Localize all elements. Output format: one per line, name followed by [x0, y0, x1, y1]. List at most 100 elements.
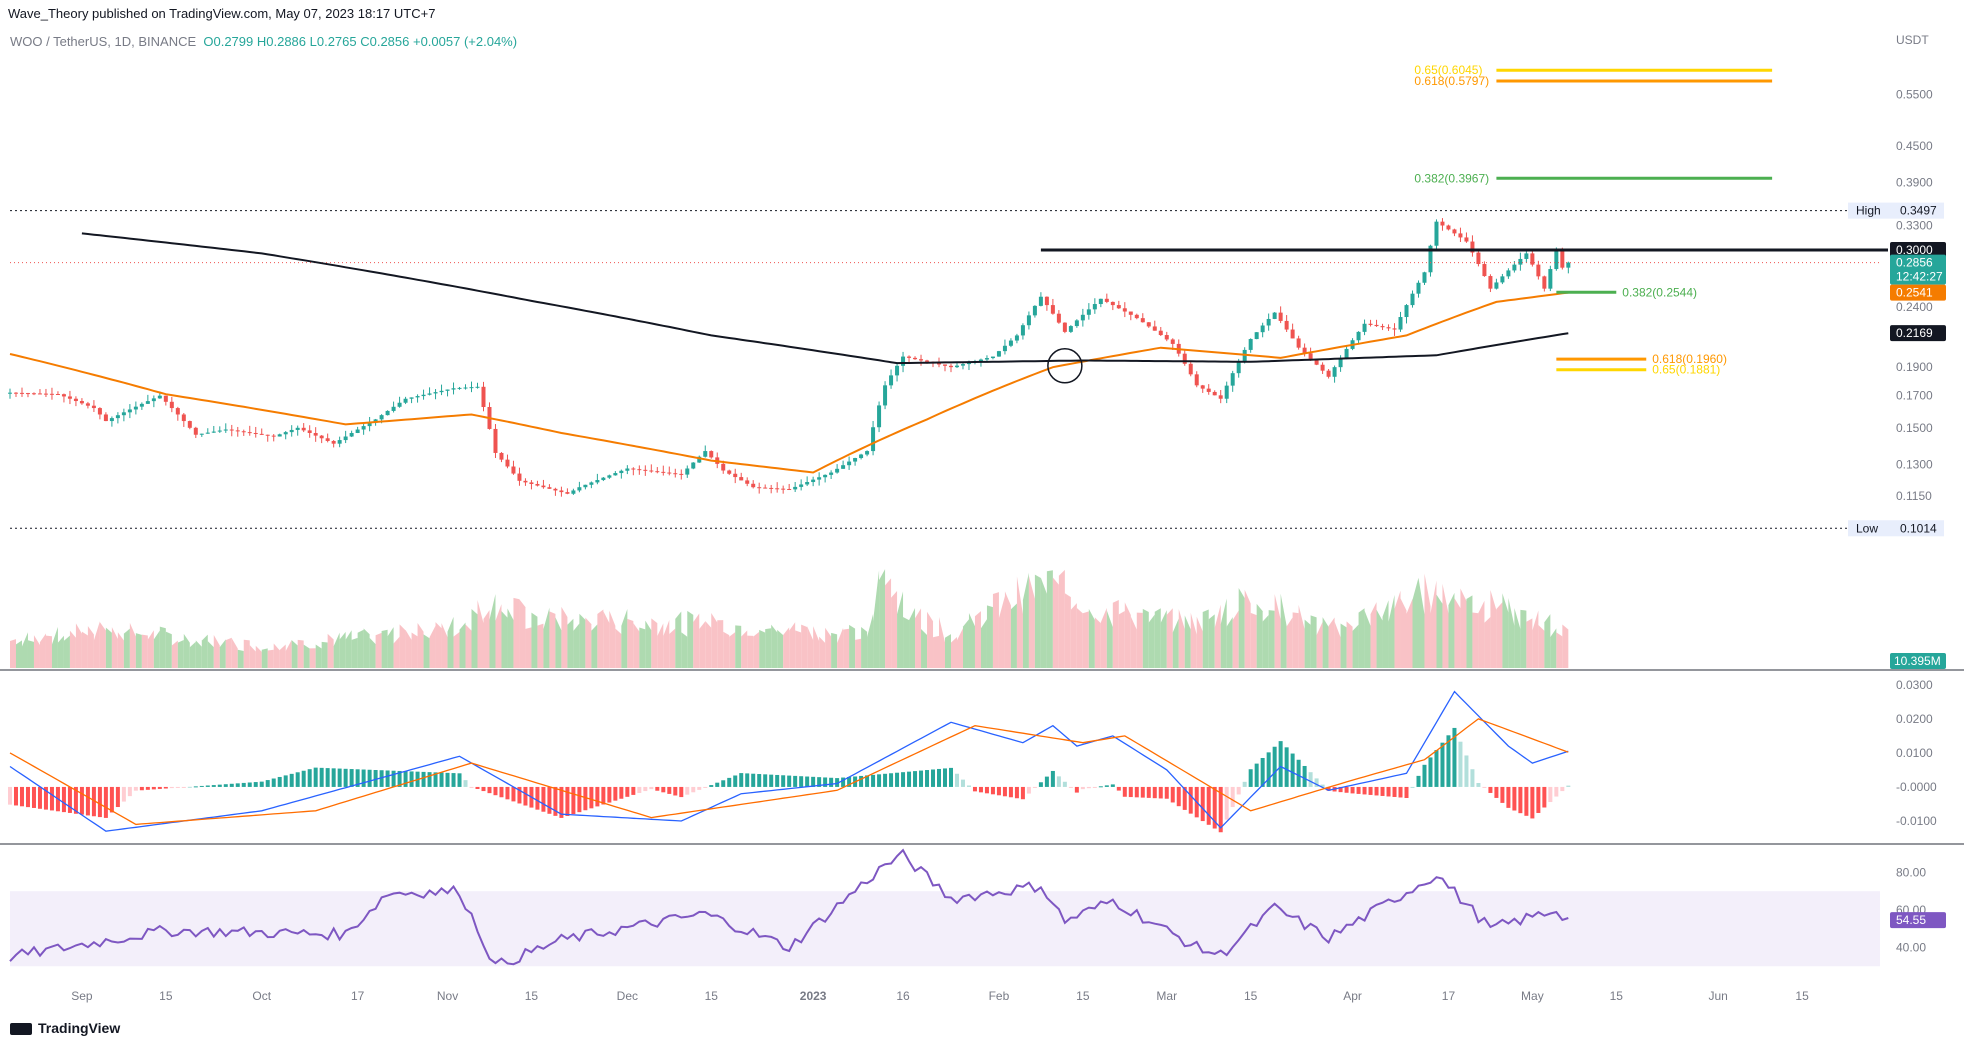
- candle-body: [601, 477, 606, 481]
- volume-area: [501, 611, 508, 668]
- candle-body: [1098, 298, 1103, 305]
- candle-body: [247, 432, 252, 434]
- macd-histogram-bar: [1320, 784, 1325, 787]
- candle-body: [1314, 358, 1319, 365]
- volume-area: [285, 639, 292, 668]
- macd-histogram-bar: [948, 767, 953, 787]
- volume-area: [855, 638, 862, 668]
- macd-histogram-bar: [943, 768, 947, 787]
- macd-histogram-bar: [325, 768, 330, 787]
- macd-histogram-bar: [8, 786, 12, 805]
- macd-histogram-bar: [960, 779, 965, 787]
- macd-histogram-bar: [763, 774, 768, 787]
- volume-area: [789, 622, 796, 668]
- macd-histogram-bar: [451, 773, 456, 787]
- candle-body: [1062, 322, 1067, 332]
- macd-histogram-bar: [43, 786, 48, 810]
- price-axis-tick: 0.1150: [1896, 489, 1932, 503]
- macd-histogram-bar: [1338, 786, 1343, 793]
- macd-histogram-bar: [421, 771, 426, 787]
- macd-histogram-bar: [13, 786, 18, 806]
- volume-area: [57, 635, 64, 668]
- volume-area: [1502, 593, 1509, 668]
- volume-area: [1154, 608, 1161, 668]
- time-axis-tick: 15: [1795, 989, 1809, 1003]
- macd-histogram-bar: [883, 773, 888, 787]
- volume-area: [597, 609, 604, 668]
- volume-area: [321, 641, 328, 668]
- volume-area: [615, 628, 622, 668]
- candle-body: [259, 433, 264, 435]
- volume-area: [159, 626, 166, 668]
- candle-body: [43, 393, 48, 395]
- volume-area: [1538, 625, 1545, 668]
- volume-area: [968, 612, 975, 668]
- volume-area: [1442, 583, 1449, 668]
- macd-histogram-bar: [691, 786, 696, 793]
- volume-area: [165, 631, 172, 668]
- macd-histogram-bar: [667, 786, 672, 794]
- volume-area: [411, 632, 418, 668]
- volume-area: [711, 612, 718, 668]
- candle-body: [1362, 323, 1367, 332]
- volume-area: [1022, 572, 1029, 668]
- volume-area: [39, 633, 46, 668]
- volume-area: [1358, 608, 1365, 668]
- macd-histogram-bar: [877, 774, 882, 787]
- candle-body: [1542, 276, 1547, 289]
- macd-histogram-bar: [373, 769, 378, 787]
- volume-area: [921, 629, 928, 668]
- volume-area: [63, 635, 70, 668]
- macd-histogram-bar: [721, 780, 726, 787]
- volume-area: [1370, 602, 1377, 668]
- volume-area: [675, 611, 682, 668]
- candle-body: [553, 488, 558, 491]
- volume-area: [579, 613, 586, 668]
- volume-area: [1280, 593, 1287, 668]
- candle-body: [1218, 395, 1223, 399]
- macd-histogram-bar: [511, 786, 516, 802]
- volume-area: [1178, 609, 1185, 668]
- candle-body: [1164, 335, 1169, 340]
- level-value: 0.1014: [1900, 521, 1937, 535]
- macd-histogram-bar: [1404, 786, 1409, 798]
- candle-body: [643, 469, 648, 471]
- candle-body: [769, 487, 774, 489]
- candle-body: [1224, 385, 1229, 399]
- rsi-band: [10, 891, 1880, 967]
- macd-histogram-bar: [661, 786, 666, 793]
- volume-area: [447, 616, 454, 668]
- macd-histogram-bar: [954, 773, 959, 787]
- candle-body: [1044, 296, 1049, 306]
- macd-histogram-bar: [697, 786, 702, 790]
- volume-area: [986, 605, 993, 668]
- volume-area: [1244, 589, 1251, 668]
- volume-area: [393, 636, 400, 668]
- candle-body: [1458, 233, 1463, 238]
- macd-histogram-bar: [1206, 786, 1211, 825]
- candle-body: [1290, 329, 1295, 339]
- candle-body: [1296, 338, 1301, 348]
- macd-histogram-bar: [1428, 757, 1433, 787]
- time-axis-tick: 15: [1244, 989, 1258, 1003]
- time-axis-tick: Nov: [437, 989, 458, 1003]
- tradingview-brand[interactable]: TradingView: [10, 1020, 120, 1036]
- candle-body: [865, 451, 870, 455]
- candle-body: [1308, 353, 1313, 359]
- time-axis-tick: 15: [705, 989, 719, 1003]
- candle-body: [613, 473, 618, 476]
- macd-histogram-bar: [727, 777, 732, 787]
- time-axis-tick: Sep: [71, 989, 93, 1003]
- macd-histogram-bar: [1458, 741, 1463, 787]
- candle-body: [313, 432, 318, 436]
- candle-body: [793, 486, 798, 490]
- macd-histogram-bar: [1566, 785, 1571, 787]
- macd-histogram-bar: [871, 774, 876, 787]
- macd-histogram-bar: [127, 786, 132, 797]
- candle-body: [1128, 311, 1133, 315]
- macd-histogram-bar: [1518, 786, 1523, 814]
- candle-body: [805, 482, 810, 485]
- macd-histogram-bar: [787, 775, 792, 787]
- candle-body: [1260, 325, 1265, 333]
